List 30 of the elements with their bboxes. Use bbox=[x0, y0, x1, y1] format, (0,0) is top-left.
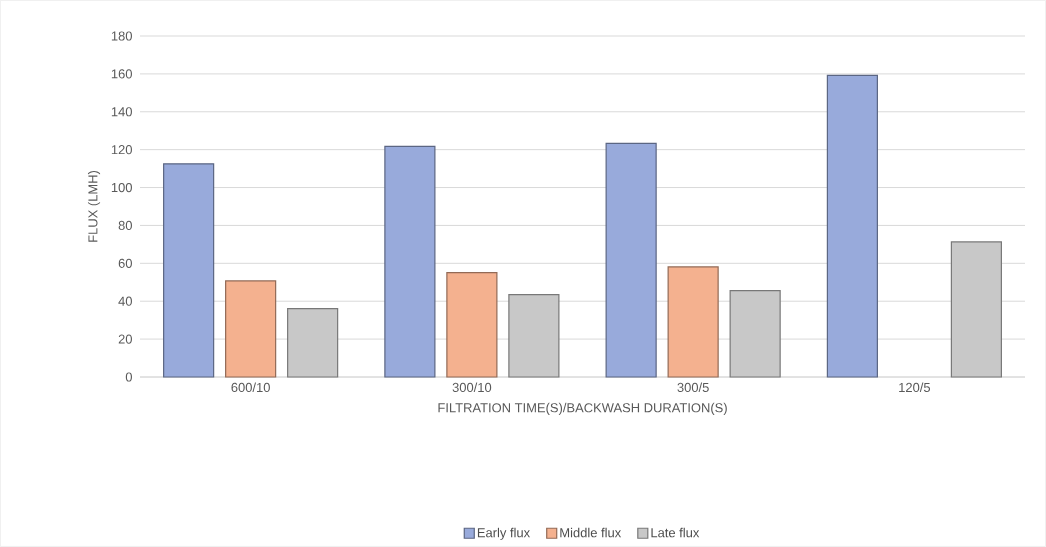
bar bbox=[508, 293, 560, 378]
y-tick-label: 180 bbox=[111, 31, 132, 41]
bar bbox=[163, 163, 215, 378]
y-tick-label: 60 bbox=[118, 258, 132, 268]
x-tick-label: 600/10 bbox=[231, 382, 270, 393]
legend-label: Late flux bbox=[651, 527, 700, 538]
y-tick-label: 0 bbox=[125, 372, 132, 382]
y-tick-label: 100 bbox=[111, 182, 132, 193]
x-tick-label: 120/5 bbox=[899, 382, 931, 393]
x-tick-label: 300/5 bbox=[677, 382, 709, 393]
bar bbox=[225, 280, 277, 378]
y-tick-label: 120 bbox=[111, 145, 132, 155]
y-axis-title: FLUX (LMH) bbox=[87, 170, 101, 242]
bar bbox=[287, 308, 339, 378]
bar bbox=[950, 241, 1002, 378]
bar bbox=[729, 290, 781, 378]
bar bbox=[384, 145, 436, 378]
y-tick-label: 20 bbox=[118, 334, 132, 344]
y-tick-label: 160 bbox=[111, 69, 132, 79]
legend-label: Middle flux bbox=[560, 527, 622, 538]
bar bbox=[605, 142, 657, 378]
y-tick-label: 40 bbox=[118, 296, 132, 306]
bar bbox=[826, 74, 878, 378]
x-axis-title: FILTRATION TIME(S)/BACKWASH DURATION(S) bbox=[438, 402, 727, 415]
x-tick-label: 300/10 bbox=[452, 382, 492, 393]
y-tick-label: 80 bbox=[118, 220, 132, 231]
y-tick-label: 140 bbox=[111, 107, 132, 117]
bar bbox=[667, 266, 719, 378]
legend-label: Early flux bbox=[477, 527, 530, 540]
bar bbox=[446, 272, 498, 378]
